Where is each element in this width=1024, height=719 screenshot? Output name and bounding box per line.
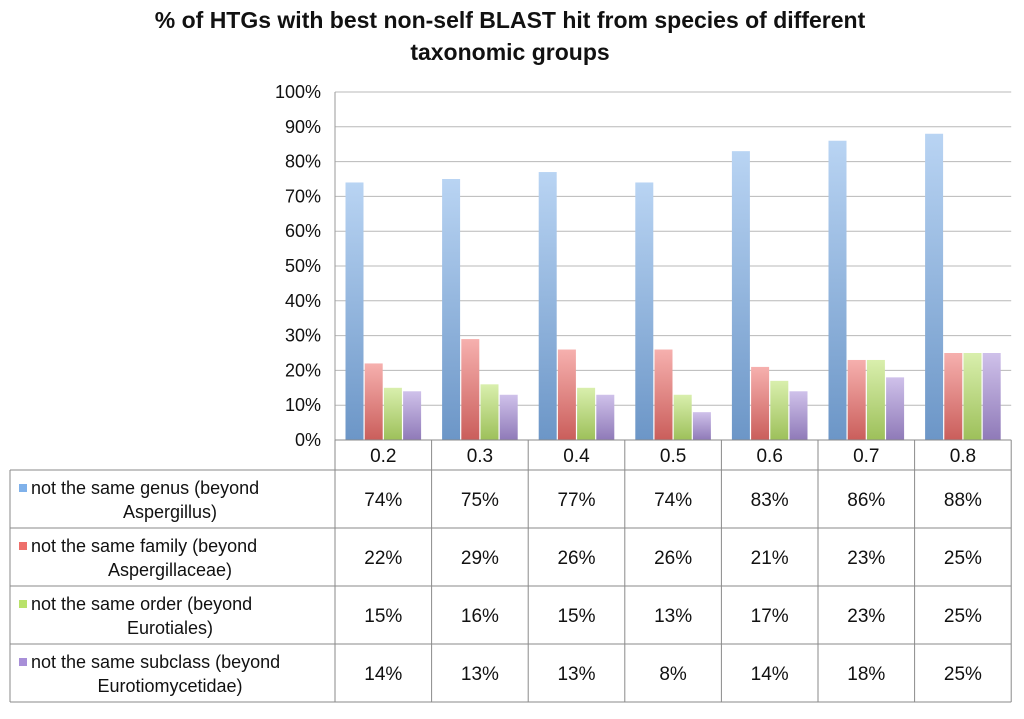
data-cell: 15%: [557, 606, 595, 627]
legend-label-2: Aspergillaceae): [108, 560, 232, 580]
y-tick-label: 60%: [285, 221, 321, 241]
data-cell: 13%: [461, 664, 499, 685]
bar-2-0.4: [557, 349, 576, 440]
data-cell: 25%: [944, 664, 982, 685]
data-cell: 14%: [364, 664, 402, 685]
bar-4-0.6: [789, 391, 808, 440]
category-label: 0.4: [563, 446, 590, 467]
bar-1-0.7: [828, 140, 847, 440]
bar-1-0.5: [635, 182, 654, 441]
legend-swatch-4: [19, 658, 27, 666]
legend-label-4: Eurotiomycetidae): [97, 676, 242, 696]
data-cell: 22%: [364, 548, 402, 569]
y-tick-label: 80%: [285, 152, 321, 172]
gridlines: [334, 91, 1012, 441]
y-tick-label: 100%: [275, 82, 321, 102]
data-cell: 77%: [557, 490, 595, 511]
category-label: 0.5: [660, 446, 686, 467]
bar-2-0.8: [944, 353, 963, 440]
data-cell: 74%: [364, 490, 402, 511]
y-tick-label: 40%: [285, 291, 321, 311]
bar-4-0.3: [499, 394, 518, 440]
data-cell: 29%: [461, 548, 499, 569]
bar-4-0.8: [982, 353, 1001, 440]
bar-2-0.7: [847, 359, 866, 440]
data-cell: 74%: [654, 490, 692, 511]
category-label: 0.8: [950, 446, 976, 467]
data-cell: 21%: [751, 548, 789, 569]
data-cell: 17%: [751, 606, 789, 627]
data-table: 0.2 0.3 0.4 0.5 0.6 0.7 0.8 not the same genus …: [9, 439, 1012, 703]
bar-series: [345, 133, 1001, 441]
data-cell: 26%: [654, 548, 692, 569]
category-label: 0.2: [370, 446, 396, 467]
y-axis-tick-labels: 0% 10% 20% 30% 40% 50% 60% 70% 80% 90% 100%: [275, 82, 321, 450]
category-label: 0.7: [853, 446, 879, 467]
chart-title-line-1: % of HTGs with best non-self BLAST hit f…: [155, 7, 866, 33]
bar-3-0.6: [770, 380, 789, 440]
bar-1-0.4: [538, 172, 557, 441]
bar-4-0.2: [403, 391, 422, 440]
data-cell: 25%: [944, 548, 982, 569]
bar-4-0.5: [692, 412, 711, 440]
y-tick-label: 0%: [295, 430, 321, 450]
legend-label-2: not the same family (beyond: [31, 536, 257, 556]
legend-label-3: not the same order (beyond: [31, 594, 252, 614]
bar-4-0.4: [596, 394, 615, 440]
bar-3-0.3: [480, 384, 499, 440]
data-cell: 8%: [659, 664, 687, 685]
y-tick-label: 50%: [285, 256, 321, 276]
data-cell: 13%: [654, 606, 692, 627]
data-cell: 75%: [461, 490, 499, 511]
bar-1-0.8: [925, 133, 944, 440]
bar-3-0.8: [963, 353, 982, 440]
bar-4-0.7: [886, 377, 905, 440]
data-cell: 14%: [751, 664, 789, 685]
category-label: 0.3: [467, 446, 493, 467]
legend-label-3: Eurotiales): [127, 618, 213, 638]
chart-title-line-2: taxonomic groups: [410, 39, 609, 65]
data-cell: 13%: [557, 664, 595, 685]
y-tick-label: 30%: [285, 326, 321, 346]
legend-swatch-1: [19, 484, 27, 492]
bar-3-0.7: [866, 359, 885, 440]
data-cell: 18%: [847, 664, 885, 685]
data-cell: 16%: [461, 606, 499, 627]
bar-2-0.2: [364, 363, 383, 440]
data-cell: 25%: [944, 606, 982, 627]
data-cell: 23%: [847, 606, 885, 627]
legend-swatch-3: [19, 600, 27, 608]
bar-1-0.2: [345, 182, 364, 441]
data-cell: 88%: [944, 490, 982, 511]
chart-title: % of HTGs with best non-self BLAST hit f…: [155, 7, 866, 65]
bar-3-0.4: [577, 387, 596, 440]
legend-label-4: not the same subclass (beyond: [31, 652, 280, 672]
legend-label-1: Aspergillus): [123, 502, 217, 522]
bar-1-0.6: [731, 151, 750, 440]
data-cell: 83%: [751, 490, 789, 511]
data-cell: 15%: [364, 606, 402, 627]
legend-swatch-2: [19, 542, 27, 550]
bar-1-0.3: [442, 179, 461, 440]
data-cell: 23%: [847, 548, 885, 569]
bar-2-0.3: [461, 339, 480, 440]
bar-3-0.2: [383, 387, 402, 440]
y-tick-label: 10%: [285, 395, 321, 415]
legend-label-1: not the same genus (beyond: [31, 478, 259, 498]
bar-2-0.5: [654, 349, 673, 440]
y-tick-label: 90%: [285, 117, 321, 137]
bar-3-0.5: [673, 394, 692, 440]
data-cell: 86%: [847, 490, 885, 511]
y-tick-label: 70%: [285, 186, 321, 206]
bar-2-0.6: [751, 366, 770, 440]
category-label: 0.6: [756, 446, 782, 467]
data-cell: 26%: [557, 548, 595, 569]
y-tick-label: 20%: [285, 360, 321, 380]
